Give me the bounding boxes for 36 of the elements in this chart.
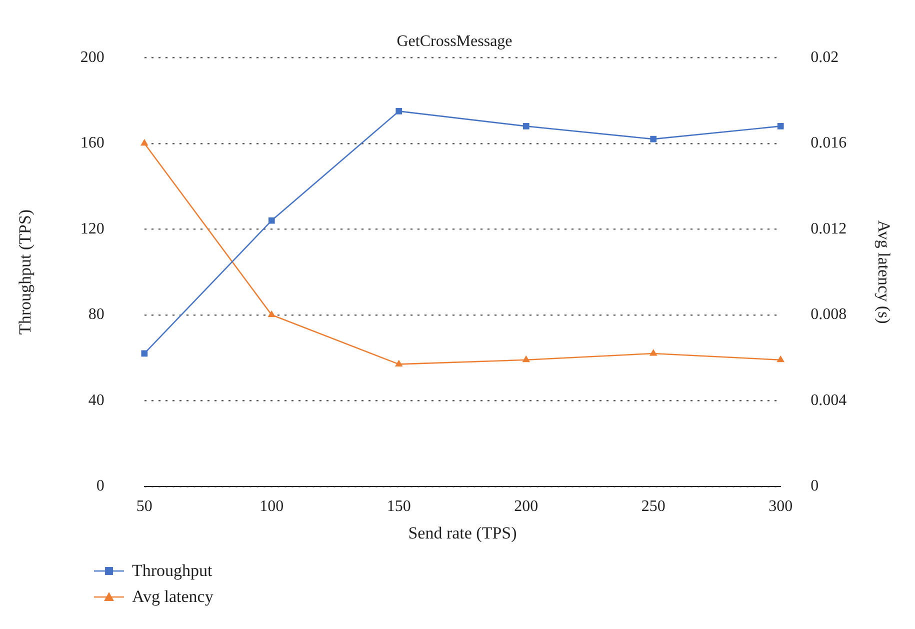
point <box>522 355 530 362</box>
y2-tick-label: 0 <box>810 478 819 495</box>
y2-tick-label: 0.012 <box>810 220 847 238</box>
point <box>650 136 657 142</box>
point <box>268 310 276 318</box>
point <box>140 138 148 146</box>
point <box>776 355 784 362</box>
y-tick-label: 80 <box>88 306 104 324</box>
x-tick-label: 300 <box>768 498 793 516</box>
x-tick-label: 250 <box>641 498 666 516</box>
x-axis-title: Send rate (TPS) <box>408 523 517 542</box>
y2-tick-label: 0.02 <box>810 48 839 66</box>
x-tick-label: 200 <box>514 498 538 516</box>
point <box>649 348 658 356</box>
point <box>777 123 784 130</box>
point <box>396 108 402 114</box>
y-tick-label: 200 <box>80 48 104 66</box>
y-axis-title: Throughput (TPS) <box>16 209 35 335</box>
legend-label: Avg latency <box>132 587 214 607</box>
x-tick-label: 50 <box>136 498 152 516</box>
y2-axis-title: Avg latency (s) <box>874 220 894 324</box>
y2-tick-label: 0.016 <box>810 134 847 152</box>
y-tick-label: 120 <box>80 220 104 238</box>
point <box>141 350 148 357</box>
point <box>522 123 530 130</box>
y-tick-label: 0 <box>96 478 104 495</box>
legend-label: Throughput <box>132 561 212 581</box>
y-tick-label: 40 <box>88 392 104 409</box>
x-tick-label: 100 <box>260 498 284 516</box>
chart-title: GetCrossMessage <box>396 33 512 50</box>
point <box>394 360 403 366</box>
x-tick-label: 150 <box>386 498 411 516</box>
y2-tick-label: 0.004 <box>810 392 847 409</box>
point <box>268 217 275 224</box>
y-tick-label: 160 <box>80 134 104 152</box>
y2-tick-label: 0.008 <box>810 306 847 324</box>
